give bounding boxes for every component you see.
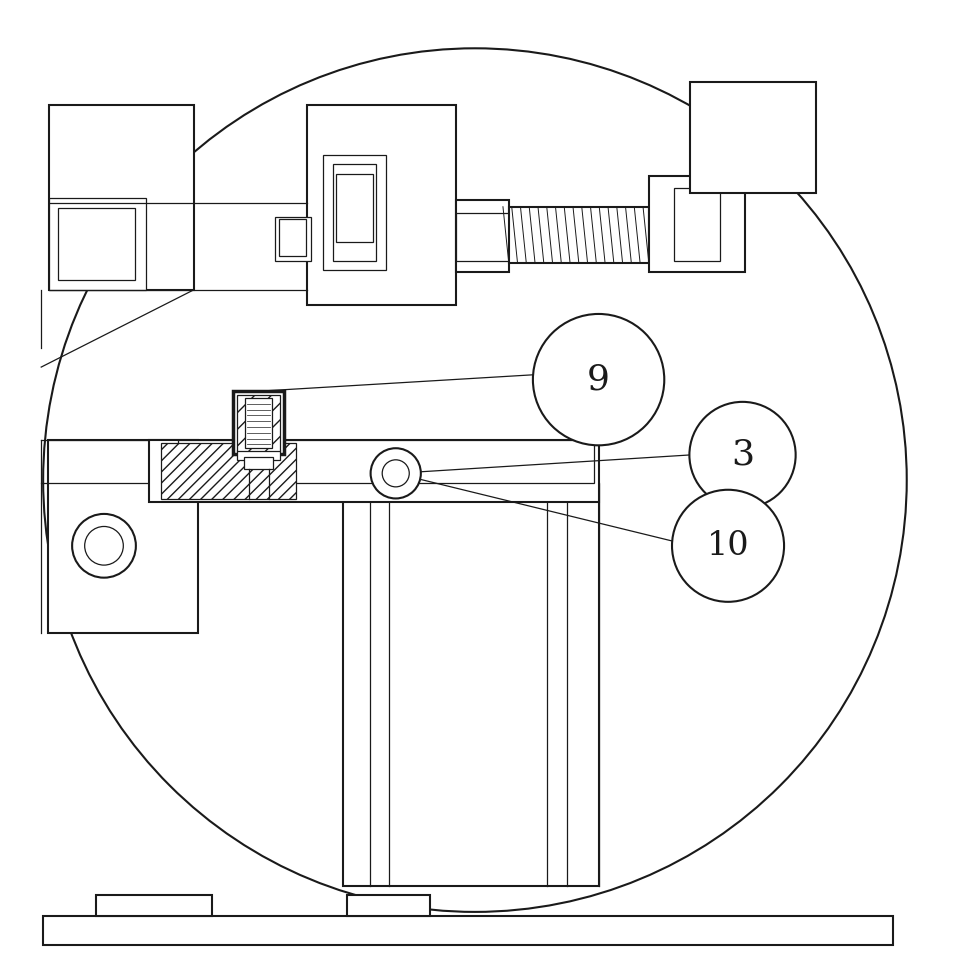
- Circle shape: [382, 460, 409, 487]
- Bar: [275, 217, 311, 261]
- Bar: [332, 164, 376, 261]
- Text: 3: 3: [731, 438, 754, 472]
- Bar: [97, 895, 213, 916]
- Text: 9: 9: [587, 362, 610, 397]
- Bar: [43, 916, 893, 945]
- Circle shape: [85, 526, 123, 565]
- Bar: [161, 443, 296, 499]
- Circle shape: [689, 402, 796, 508]
- Circle shape: [72, 514, 136, 578]
- Circle shape: [43, 48, 907, 912]
- Text: 10: 10: [707, 529, 750, 562]
- Bar: [149, 440, 599, 502]
- Circle shape: [672, 490, 784, 602]
- Bar: [245, 398, 272, 448]
- Bar: [237, 450, 280, 460]
- Bar: [307, 105, 455, 305]
- Bar: [347, 895, 430, 916]
- Bar: [58, 208, 135, 280]
- Bar: [244, 457, 273, 469]
- Bar: [648, 176, 746, 272]
- Bar: [237, 395, 280, 451]
- Bar: [335, 174, 372, 242]
- Bar: [674, 188, 721, 261]
- Bar: [49, 198, 145, 290]
- Bar: [455, 200, 509, 272]
- Bar: [279, 219, 306, 256]
- Bar: [48, 440, 198, 633]
- Bar: [233, 391, 284, 454]
- Bar: [178, 440, 594, 483]
- Bar: [509, 207, 648, 263]
- Circle shape: [533, 314, 664, 445]
- Bar: [455, 213, 509, 261]
- Bar: [49, 105, 194, 290]
- Bar: [324, 155, 386, 270]
- Circle shape: [370, 448, 421, 498]
- Bar: [690, 82, 816, 193]
- Bar: [342, 485, 599, 886]
